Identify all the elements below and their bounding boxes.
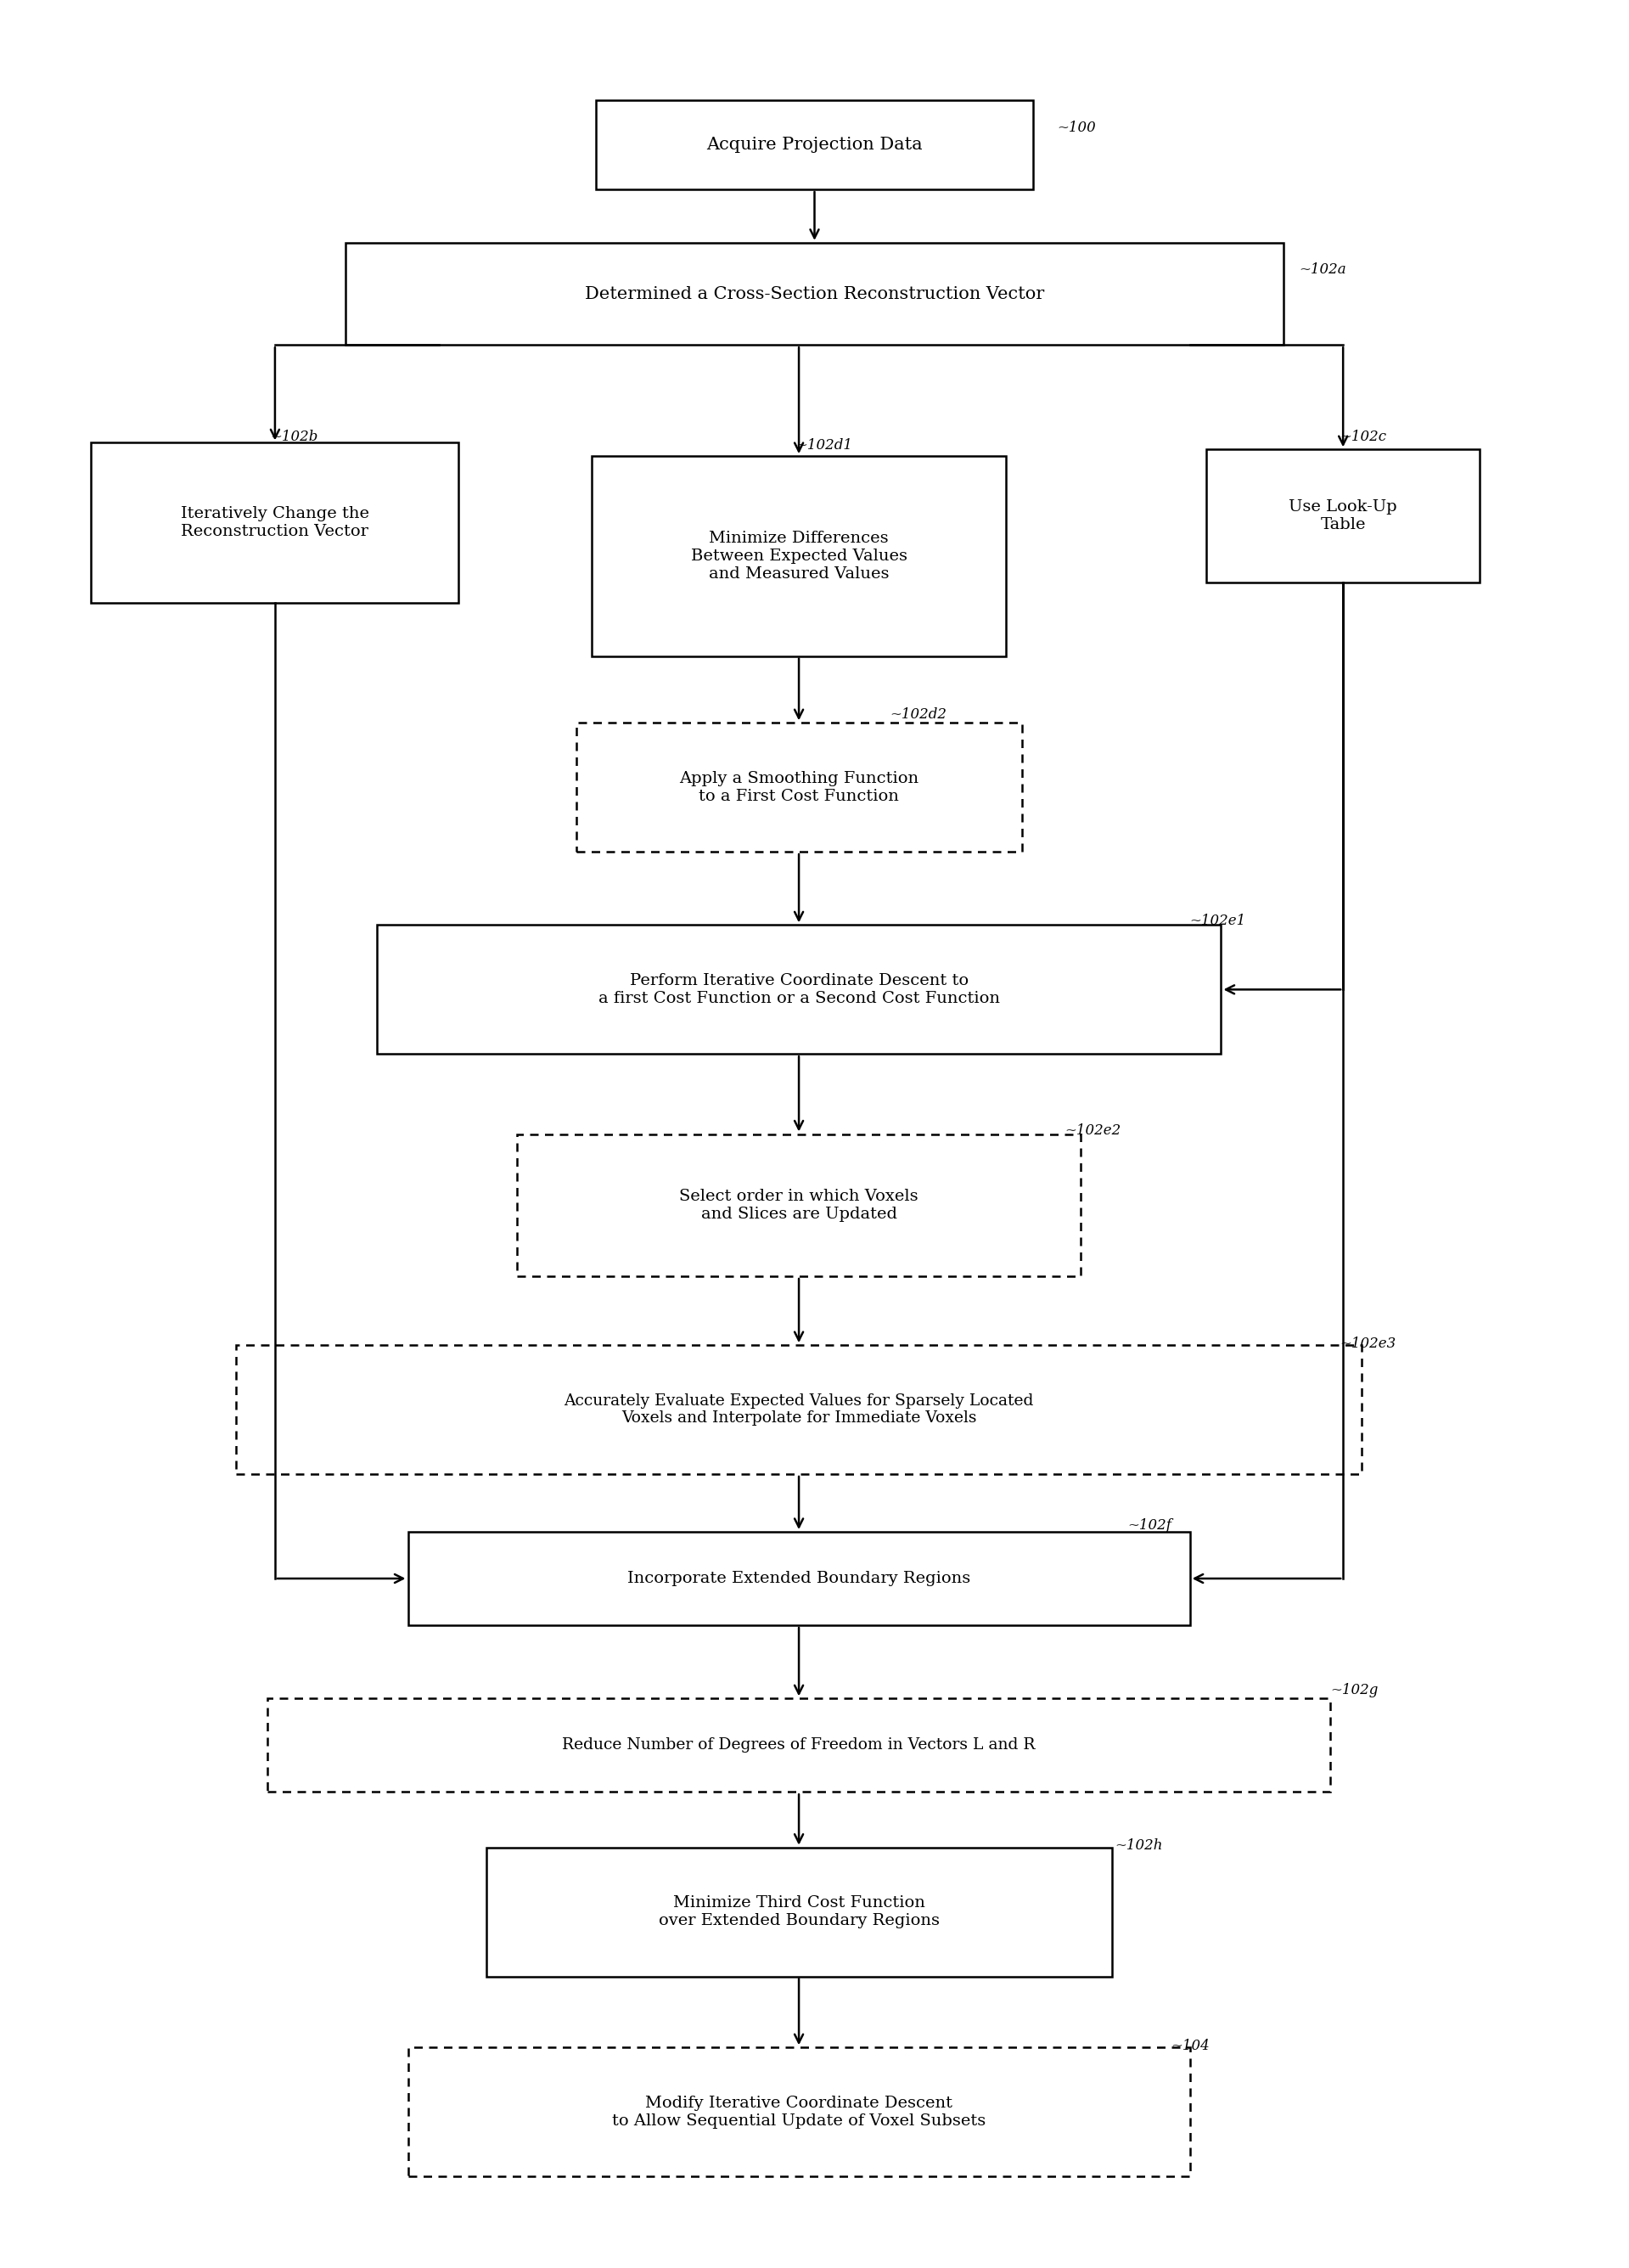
Bar	[91, 442, 459, 603]
Text: ~102e3: ~102e3	[1341, 1336, 1396, 1352]
Bar	[407, 1531, 1189, 1626]
Text: ~102e2: ~102e2	[1065, 1123, 1121, 1136]
Bar	[1205, 449, 1479, 583]
Text: Determined a Cross-Section Reconstruction Vector: Determined a Cross-Section Reconstructio…	[585, 286, 1044, 302]
Text: ~102c: ~102c	[1341, 429, 1386, 445]
Text: ~102b: ~102b	[270, 429, 318, 445]
Text: ~102a: ~102a	[1300, 263, 1347, 277]
Text: ~104: ~104	[1171, 2039, 1210, 2053]
Text: Minimize Third Cost Function
over Extended Boundary Regions: Minimize Third Cost Function over Extend…	[658, 1896, 940, 1928]
Text: ~102d2: ~102d2	[889, 708, 946, 721]
Bar	[518, 1134, 1080, 1277]
Text: Minimize Differences
Between Expected Values
and Measured Values: Minimize Differences Between Expected Va…	[691, 531, 907, 581]
Bar	[267, 1699, 1331, 1792]
Text: Modify Iterative Coordinate Descent
to Allow Sequential Update of Voxel Subsets: Modify Iterative Coordinate Descent to A…	[613, 2096, 986, 2127]
Bar	[591, 456, 1007, 655]
Bar	[376, 925, 1222, 1055]
Text: Iteratively Change the
Reconstruction Vector: Iteratively Change the Reconstruction Ve…	[181, 506, 370, 540]
Text: Select order in which Voxels
and Slices are Updated: Select order in which Voxels and Slices …	[679, 1188, 919, 1222]
Text: ~102h: ~102h	[1114, 1839, 1163, 1853]
Bar	[236, 1345, 1362, 1474]
Text: Use Look-Up
Table: Use Look-Up Table	[1289, 499, 1398, 533]
Text: Acquire Projection Data: Acquire Projection Data	[707, 136, 922, 152]
Text: Accurately Evaluate Expected Values for Sparsely Located
Voxels and Interpolate : Accurately Evaluate Expected Values for …	[564, 1393, 1034, 1427]
Text: ~102e1: ~102e1	[1189, 914, 1246, 928]
Text: ~102d1: ~102d1	[795, 438, 852, 454]
Text: Reduce Number of Degrees of Freedom in Vectors L and R: Reduce Number of Degrees of Freedom in V…	[562, 1737, 1036, 1753]
Text: ~102g: ~102g	[1331, 1683, 1378, 1696]
Bar	[407, 2048, 1189, 2177]
Text: ~102f: ~102f	[1127, 1520, 1171, 1533]
Text: Apply a Smoothing Function
to a First Cost Function: Apply a Smoothing Function to a First Co…	[679, 771, 919, 803]
Bar	[596, 100, 1033, 191]
Bar	[345, 243, 1284, 345]
Bar	[577, 723, 1021, 853]
Bar	[485, 1848, 1111, 1975]
Text: ~100: ~100	[1057, 120, 1096, 136]
Text: Perform Iterative Coordinate Descent to
a first Cost Function or a Second Cost F: Perform Iterative Coordinate Descent to …	[598, 973, 1000, 1007]
Text: Incorporate Extended Boundary Regions: Incorporate Extended Boundary Regions	[627, 1572, 971, 1585]
